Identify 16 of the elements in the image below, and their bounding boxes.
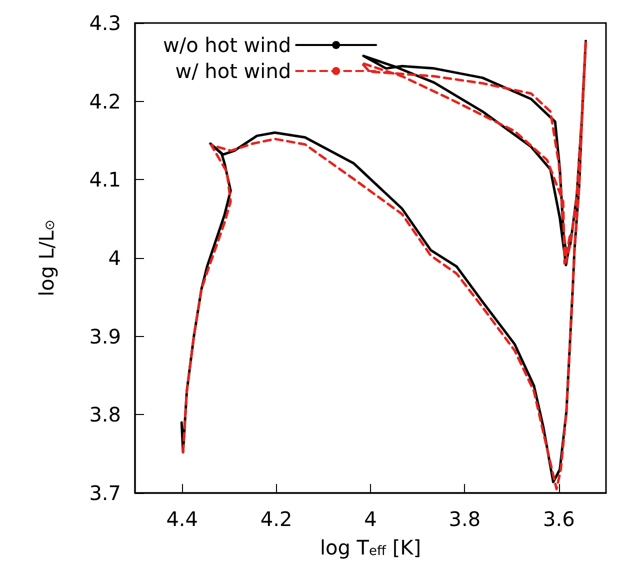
y-tick-label: 4 [108, 246, 121, 270]
y-tick-label: 4.2 [89, 89, 121, 114]
legend-label: w/o hot wind [162, 33, 292, 57]
x-tick-label: 3.6 [542, 507, 575, 531]
x-tick-label: 4.4 [166, 507, 198, 531]
x-tick-label: 4 [364, 507, 377, 531]
y-tick-label: 3.7 [89, 481, 121, 505]
x-tick-label: 4.2 [260, 507, 292, 531]
y-axis-title: log L/L⊙ [34, 220, 58, 296]
legend-label: w/ hot wind [175, 59, 292, 83]
x-tick-label: 3.8 [448, 507, 481, 531]
y-tick-label: 3.8 [89, 402, 121, 427]
y-tick-label: 4.3 [89, 11, 121, 35]
y-tick-label: 3.9 [89, 324, 121, 348]
y-tick-label: 4.1 [89, 168, 121, 192]
x-axis-title: log Teff [K] [320, 536, 422, 560]
